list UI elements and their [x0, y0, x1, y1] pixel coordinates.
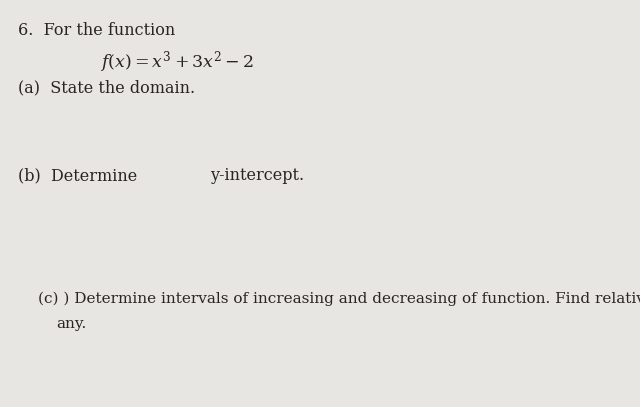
Text: 6.  For the function: 6. For the function [18, 22, 175, 39]
Text: (b)  Determine: (b) Determine [18, 167, 137, 184]
Text: $f(x)=x^{3}+3x^{2}-2$: $f(x)=x^{3}+3x^{2}-2$ [100, 49, 254, 75]
Text: y-intercept.: y-intercept. [210, 167, 304, 184]
Text: any.: any. [56, 317, 86, 331]
Text: (c) ) Determine intervals of increasing and decreasing of function. Find relativ: (c) ) Determine intervals of increasing … [38, 292, 640, 306]
Text: (a)  State the domain.: (a) State the domain. [18, 79, 195, 96]
